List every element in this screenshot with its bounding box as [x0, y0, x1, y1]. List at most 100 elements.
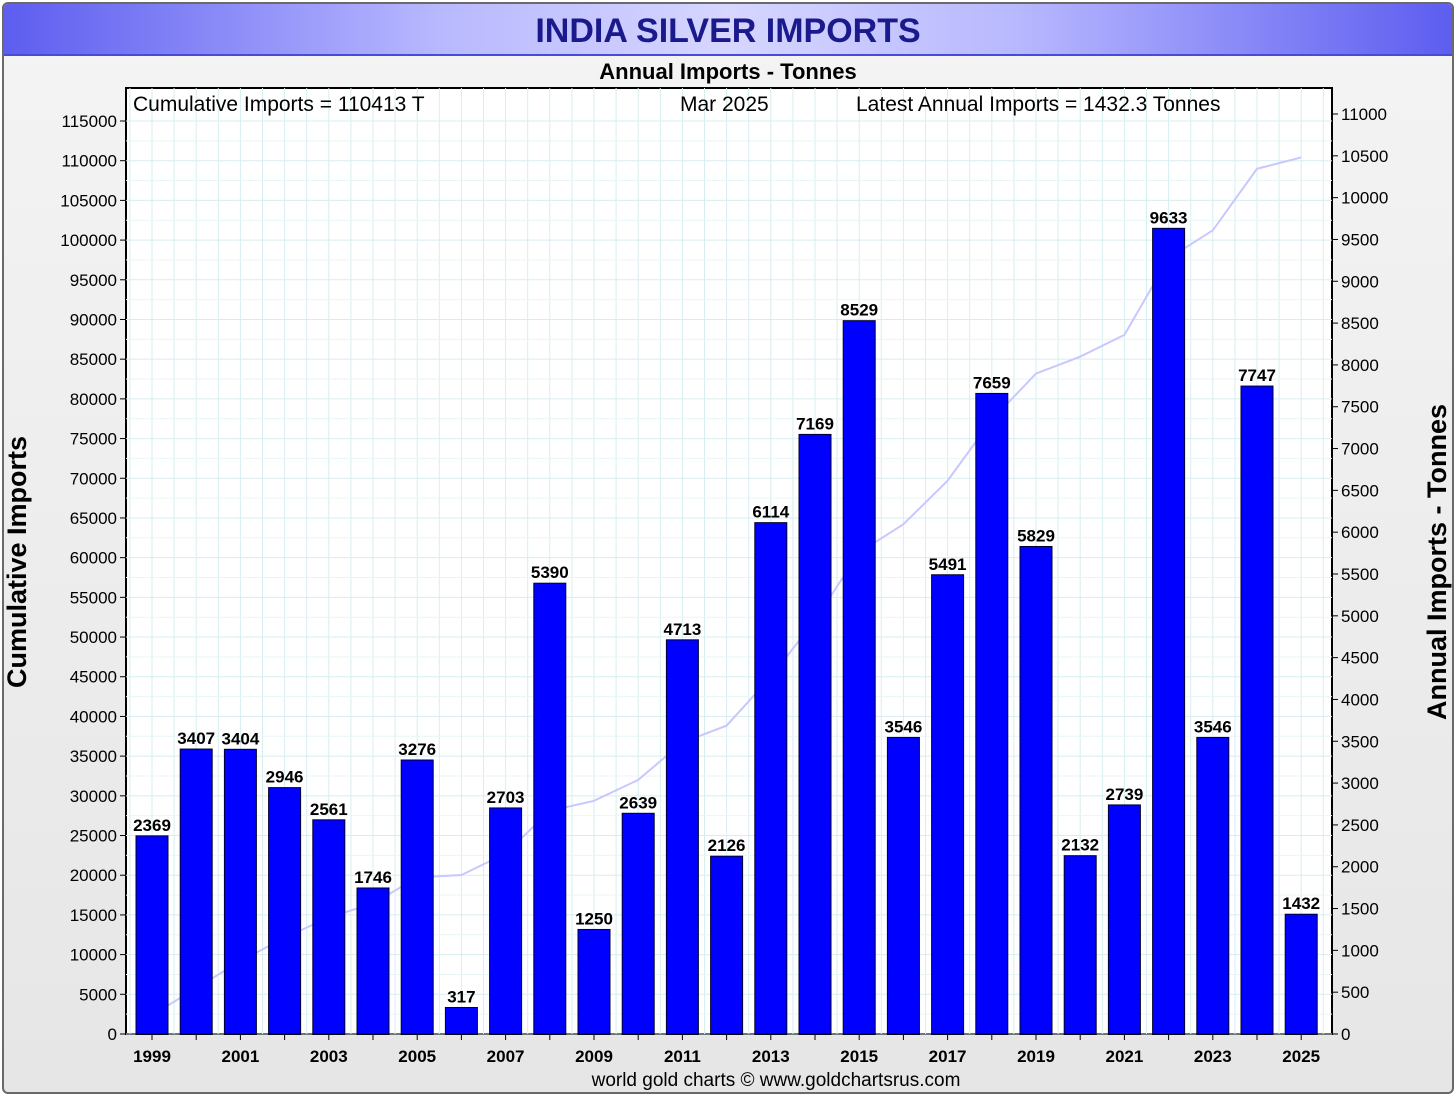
x-tick-label-1999: 1999 [133, 1047, 171, 1066]
data-label-2022: 9633 [1150, 208, 1188, 227]
y-axis-label-right: Annual Imports - Tonnes [1422, 404, 1452, 720]
y-tick-label-right: 10000 [1341, 189, 1388, 208]
bar-2013 [754, 522, 788, 1035]
y-tick-label-right: 7500 [1341, 398, 1379, 417]
y-axis-label-left: Cumulative Imports [4, 436, 32, 688]
y-tick-label-right: 7000 [1341, 440, 1379, 459]
bar-2011 [665, 639, 699, 1035]
data-label-2014: 7169 [796, 414, 834, 433]
data-label-2016: 3546 [884, 717, 922, 736]
y-tick-label-left: 65000 [70, 509, 117, 528]
bar-2009 [577, 928, 611, 1035]
y-tick-label-left: 95000 [70, 271, 117, 290]
bar-2020 [1063, 855, 1097, 1035]
y-tick-label-left: 90000 [70, 310, 117, 329]
x-tick-label-2013: 2013 [752, 1047, 790, 1066]
data-label-2017: 5491 [929, 555, 967, 574]
data-label-2021: 2739 [1105, 785, 1143, 804]
y-tick-label-right: 2500 [1341, 816, 1379, 835]
y-tick-label-left: 70000 [70, 469, 117, 488]
bar-2024 [1240, 385, 1274, 1035]
y-tick-label-right: 1000 [1341, 941, 1379, 960]
bar-2006 [444, 1006, 478, 1035]
y-tick-label-left: 50000 [70, 628, 117, 647]
data-label-layer: 2369 3407 3404 2946 2561 1746 3276 317 2703 5390 1… [133, 208, 1320, 1006]
axis-layer: 0500010000150002000025000300003500040000… [60, 105, 1388, 1066]
data-label-2005: 3276 [398, 740, 436, 759]
y-tick-label-left: 5000 [79, 985, 117, 1004]
y-tick-label-right: 11000 [1341, 105, 1387, 124]
chart-title: INDIA SILVER IMPORTS [535, 12, 920, 50]
bar-2007 [489, 807, 523, 1035]
y-tick-label-right: 8000 [1341, 356, 1379, 375]
data-label-2024: 7747 [1238, 366, 1276, 385]
y-tick-label-left: 60000 [70, 549, 117, 568]
y-tick-label-left: 30000 [70, 787, 117, 806]
data-label-2015: 8529 [840, 301, 878, 320]
y-tick-label-left: 25000 [70, 827, 117, 846]
y-tick-label-left: 100000 [60, 231, 117, 250]
data-label-2000: 3407 [177, 729, 215, 748]
bar-2025 [1284, 913, 1318, 1035]
chart-subtitle: Annual Imports - Tonnes [599, 59, 856, 84]
annotation-cumulative: Cumulative Imports = 110413 T [133, 93, 425, 116]
y-tick-label-right: 6000 [1341, 523, 1379, 542]
x-tick-label-2021: 2021 [1105, 1047, 1143, 1066]
y-tick-label-right: 500 [1341, 983, 1369, 1002]
y-tick-label-left: 40000 [70, 707, 117, 726]
data-label-2007: 2703 [487, 788, 525, 807]
bar-2010 [621, 812, 655, 1035]
y-tick-label-right: 0 [1341, 1025, 1350, 1044]
annotation-date: Mar 2025 [680, 93, 769, 116]
y-tick-label-right: 9500 [1341, 230, 1379, 249]
bar-1999 [135, 835, 169, 1035]
y-tick-label-left: 15000 [70, 906, 117, 925]
data-label-2013: 6114 [752, 503, 789, 522]
y-tick-label-right: 6500 [1341, 481, 1379, 500]
data-label-2019: 5829 [1017, 526, 1055, 545]
annotation-latest: Latest Annual Imports = 1432.3 Tonnes [856, 93, 1220, 116]
y-tick-label-right: 2000 [1341, 858, 1379, 877]
bar-2015 [842, 320, 876, 1035]
x-tick-label-2007: 2007 [487, 1047, 525, 1066]
x-tick-label-2023: 2023 [1194, 1047, 1232, 1066]
y-tick-label-right: 3000 [1341, 774, 1379, 793]
y-tick-label-left: 35000 [70, 747, 117, 766]
y-tick-label-left: 115000 [62, 112, 117, 131]
chart: INDIA SILVER IMPORTS Annual Imports - To… [4, 12, 1452, 1091]
bar-2000 [179, 748, 213, 1035]
bar-2005 [400, 759, 434, 1035]
bar-2016 [886, 736, 920, 1035]
y-tick-label-left: 10000 [70, 946, 117, 965]
y-tick-label-left: 0 [108, 1025, 117, 1044]
y-tick-label-right: 4000 [1341, 690, 1379, 709]
data-label-2002: 2946 [266, 768, 304, 787]
y-tick-label-right: 1500 [1341, 900, 1379, 919]
bar-2019 [1019, 545, 1053, 1035]
y-tick-label-right: 3500 [1341, 732, 1379, 751]
x-tick-label-2003: 2003 [310, 1047, 348, 1066]
bar-2022 [1152, 227, 1186, 1035]
x-tick-label-2019: 2019 [1017, 1047, 1055, 1066]
data-label-2018: 7659 [973, 373, 1011, 392]
bar-2004 [356, 887, 390, 1035]
bar-2017 [931, 574, 965, 1035]
data-label-2011: 4713 [663, 620, 701, 639]
y-tick-label-left: 55000 [70, 588, 117, 607]
y-tick-label-right: 8500 [1341, 314, 1379, 333]
bar-layer [135, 227, 1318, 1035]
bar-2008 [533, 582, 567, 1035]
y-tick-label-left: 85000 [70, 350, 117, 369]
data-label-2001: 3404 [221, 729, 259, 748]
bar-2014 [798, 433, 832, 1035]
y-tick-label-left: 20000 [70, 866, 117, 885]
data-label-2008: 5390 [531, 563, 569, 582]
y-tick-label-left: 45000 [70, 668, 117, 687]
data-label-2006: 317 [447, 987, 475, 1006]
y-tick-label-right: 4500 [1341, 649, 1379, 668]
x-tick-label-2025: 2025 [1282, 1047, 1320, 1066]
y-tick-label-left: 110000 [62, 152, 117, 171]
y-tick-label-left: 80000 [70, 390, 117, 409]
y-tick-label-right: 5500 [1341, 565, 1379, 584]
